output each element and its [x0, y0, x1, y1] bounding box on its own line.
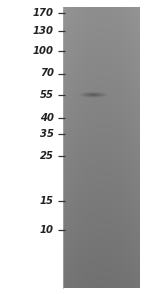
Bar: [140, 0, 150, 294]
Text: 15: 15: [40, 196, 54, 206]
Text: 55: 55: [40, 90, 54, 100]
Text: 10: 10: [40, 225, 54, 235]
Text: 70: 70: [40, 69, 54, 78]
Text: 100: 100: [33, 46, 54, 56]
Text: 130: 130: [33, 26, 54, 36]
Text: 25: 25: [40, 151, 54, 161]
Text: 170: 170: [33, 8, 54, 18]
Bar: [0, 0, 63, 294]
Text: 40: 40: [40, 113, 54, 123]
Text: 35: 35: [40, 129, 54, 139]
